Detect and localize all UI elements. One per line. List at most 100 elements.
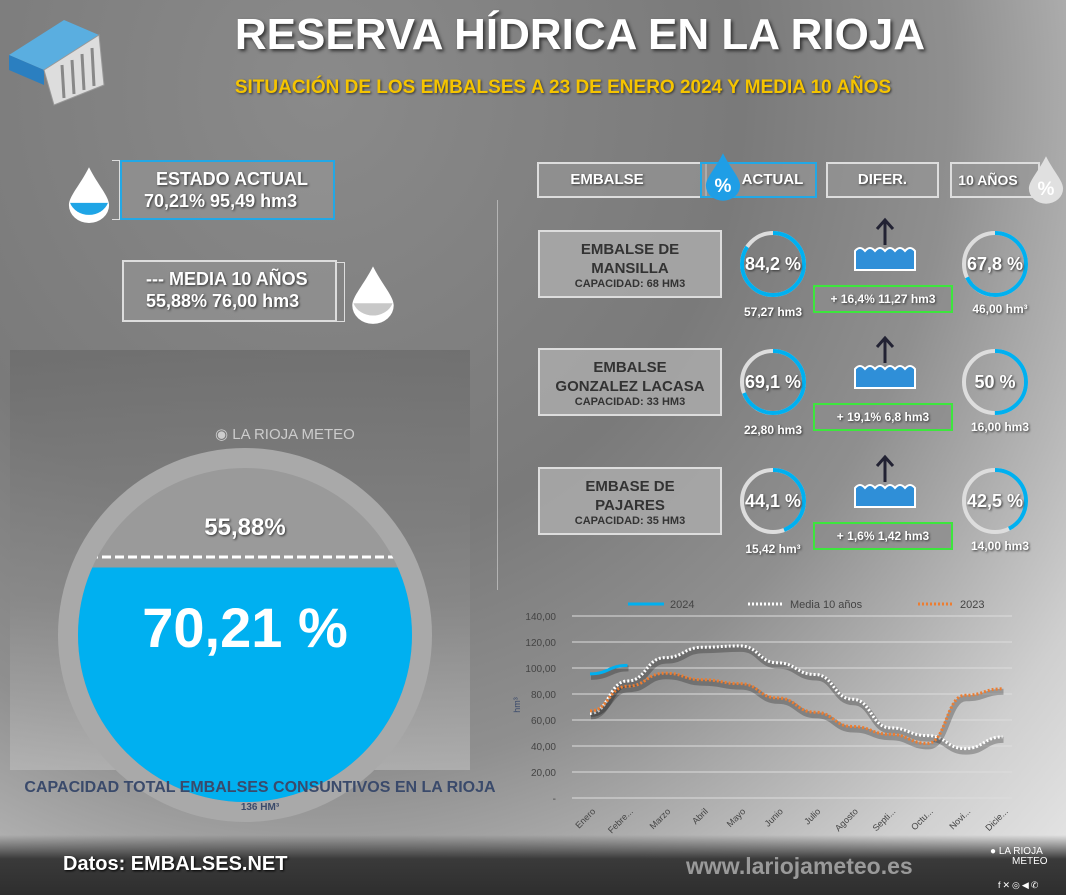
avg-hm3: 16,00 hm3 (970, 420, 1030, 434)
media-box: --- MEDIA 10 AÑOS 55,88% 76,00 hm3 (122, 260, 337, 322)
actual-percent-label: 70,21 % (142, 596, 348, 659)
reservoir-name-line2: PAJARES (595, 497, 665, 514)
series-shadow (590, 665, 629, 680)
reservoir-name-line2: MANSILLA (591, 260, 669, 277)
reservoir-name-line1: EMBALSE DE (580, 241, 680, 258)
actual-percent: 84,2 % (744, 254, 802, 274)
social-icons[interactable]: f✕◎◀✆ (998, 880, 1041, 890)
difference-box: + 1,6% 1,42 hm3 (813, 522, 953, 550)
x-tick-label: Agosto (833, 806, 860, 833)
x-tick-label: Enero (573, 806, 597, 830)
series-line-0 (589, 663, 628, 676)
media-value: 55,88% 76,00 hm3 (146, 291, 300, 311)
dam-icon (9, 20, 105, 106)
actual-percent: 69,1 % (744, 372, 802, 392)
svg-text:%: % (1038, 179, 1055, 200)
y-tick-label: - (553, 794, 556, 805)
x-tick-label: Julio (802, 806, 822, 826)
bracket (112, 160, 120, 220)
y-tick-label: 120,00 (525, 638, 556, 649)
blue-drop-icon (68, 167, 110, 223)
svg-text:%: % (715, 176, 732, 197)
x-tick-label: Abril (690, 806, 710, 826)
legend-label: 2023 (960, 599, 984, 611)
watermark-logo: ◉ LA RIOJA METEO (215, 426, 355, 443)
avg-hm3: 46,00 hm³ (972, 302, 1028, 316)
data-source: Datos: EMBALSES.NET (63, 853, 288, 875)
x-tick-label: Novi... (947, 806, 972, 831)
reservoir-name-box: EMBALSE GONZALEZ LACASA CAPACIDAD: 33 HM… (538, 348, 722, 416)
avg-ring (962, 231, 1028, 297)
difference-box: + 19,1% 6,8 hm3 (813, 403, 953, 431)
reservoir-capacity: CAPACIDAD: 68 HM3 (574, 278, 686, 290)
avg-ring (962, 468, 1028, 534)
avg-percent: 67,8 % (966, 254, 1024, 274)
total-gauge (58, 448, 432, 822)
header-embalse: EMBALSE (537, 162, 707, 198)
avg-ring (962, 349, 1028, 415)
legend-label: 2024 (670, 599, 694, 611)
capacity-value: 136 HM³ (240, 802, 280, 813)
reservoir-name-line1: EMBALSE (593, 359, 667, 376)
legend-label: Media 10 años (790, 599, 863, 611)
actual-ring (740, 231, 806, 297)
avg-hm3: 14,00 hm3 (970, 539, 1030, 553)
bracket (337, 262, 345, 322)
y-tick-label: 140,00 (525, 612, 556, 623)
actual-percent: 44,1 % (744, 491, 802, 511)
reservoir-name-line2: GONZALEZ LACASA (555, 378, 705, 395)
gray-drop-icon (352, 266, 394, 324)
estado-value: 70,21% 95,49 hm3 (144, 191, 298, 211)
series-shadow (590, 673, 1004, 750)
estado-actual-box: ESTADO ACTUAL 70,21% 95,49 hm3 (120, 160, 335, 220)
percent-drop-blue-icon: % (705, 153, 741, 201)
footer-bar (0, 835, 1066, 895)
series-line-2 (589, 671, 1003, 745)
actual-ring (740, 468, 806, 534)
actual-ring (740, 349, 806, 415)
media-label: --- MEDIA 10 AÑOS (146, 269, 308, 289)
divider (497, 200, 498, 590)
actual-hm3: 57,27 hm3 (743, 305, 803, 319)
actual-hm3: 15,42 hm³ (745, 542, 801, 556)
x-tick-label: Mayo (725, 806, 748, 829)
y-tick-label: 40,00 (531, 742, 556, 753)
x-tick-label: Octu... (909, 806, 935, 832)
series-shadow (590, 645, 1004, 755)
y-tick-label: 100,00 (525, 664, 556, 675)
water-rise-icon (854, 454, 916, 508)
y-tick-label: 80,00 (531, 690, 556, 701)
actual-hm3: 22,80 hm3 (743, 423, 803, 437)
x-tick-label: Marzo (648, 806, 673, 831)
x-tick-label: Septi... (871, 806, 898, 833)
drop-logo-icon: ● (990, 846, 997, 857)
series-line-1 (589, 644, 1003, 751)
avg-percent: 42,5 % (966, 491, 1024, 511)
reservoir-name-box: EMBASE DE PAJARES CAPACIDAD: 35 HM3 (538, 467, 722, 535)
water-rise-icon (854, 335, 916, 389)
reservoir-name-line1: EMBASE DE (585, 478, 675, 495)
brand-logo: ● LA RIOJA METEO (990, 846, 1048, 867)
reservoir-capacity: CAPACIDAD: 33 HM3 (574, 396, 686, 408)
estado-label: ESTADO ACTUAL (156, 169, 308, 189)
header-difer: DIFER. (826, 162, 939, 198)
media-percent-label: 55,88% (204, 514, 286, 541)
y-axis-label: hm³ (512, 697, 522, 713)
percent-drop-gray-icon: % (1028, 156, 1064, 204)
y-tick-label: 20,00 (531, 768, 556, 779)
page-title: RESERVA HÍDRICA EN LA RIOJA (234, 10, 926, 59)
x-tick-label: Junio (763, 806, 785, 828)
page-subtitle: SITUACIÓN DE LOS EMBALSES A 23 DE ENERO … (234, 77, 892, 98)
x-tick-label: Febre... (606, 806, 635, 835)
capacity-label: CAPACIDAD TOTAL EMBALSES CONSUNTIVOS EN … (24, 779, 496, 796)
reservoir-line-chart: - 20,00 40,00 60,00 80,00 100,00 120,00 140,00 h… (512, 599, 1012, 835)
website-link[interactable]: www.lariojameteo.es (686, 853, 913, 879)
water-rise-icon (854, 217, 916, 271)
reservoir-name-box: EMBALSE DE MANSILLA CAPACIDAD: 68 HM3 (538, 230, 722, 298)
difference-box: + 16,4% 11,27 hm3 (813, 285, 953, 313)
header-10-anos: 10 AÑOS (950, 162, 1040, 198)
x-tick-label: Dicie... (983, 806, 1010, 833)
avg-percent: 50 % (974, 372, 1016, 392)
reservoir-capacity: CAPACIDAD: 35 HM3 (574, 515, 686, 527)
y-tick-label: 60,00 (531, 716, 556, 727)
